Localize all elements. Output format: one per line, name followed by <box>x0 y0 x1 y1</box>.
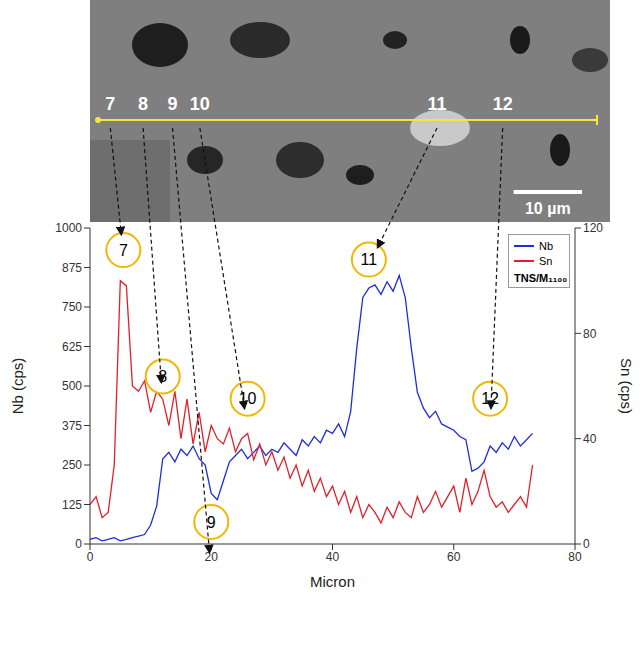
html-text:TNS/M₁₁₀₀: TNS/M₁₁₀₀ <box>514 272 568 284</box>
svg-text:125: 125 <box>62 498 82 512</box>
svg-text:7: 7 <box>119 242 128 259</box>
svg-text:12: 12 <box>481 390 499 407</box>
svg-text:10: 10 <box>239 390 257 407</box>
svg-text:1000: 1000 <box>55 222 82 235</box>
svg-text:250: 250 <box>62 458 82 472</box>
svg-text:0: 0 <box>87 550 94 564</box>
svg-text:120: 120 <box>583 222 603 235</box>
svg-text:0: 0 <box>75 537 82 551</box>
svg-text:11: 11 <box>428 94 447 114</box>
html-text:Sn: Sn <box>539 254 553 267</box>
svg-text:10 µm: 10 µm <box>525 200 571 217</box>
svg-text:750: 750 <box>62 300 82 314</box>
svg-text:Nb (cps): Nb (cps) <box>9 358 26 415</box>
svg-text:Micron: Micron <box>310 573 355 590</box>
svg-text:20: 20 <box>205 550 219 564</box>
svg-text:625: 625 <box>62 340 82 354</box>
html-text:Nb: Nb <box>539 239 554 252</box>
svg-text:12: 12 <box>493 94 513 114</box>
svg-text:11: 11 <box>361 251 378 268</box>
svg-text:8: 8 <box>158 368 167 385</box>
svg-text:10: 10 <box>190 94 210 114</box>
svg-text:8: 8 <box>138 94 148 114</box>
svg-text:9: 9 <box>207 514 216 531</box>
svg-text:375: 375 <box>62 419 82 433</box>
svg-text:Sn (cps): Sn (cps) <box>618 358 635 414</box>
svg-text:0: 0 <box>583 537 590 551</box>
svg-text:40: 40 <box>326 550 340 564</box>
svg-text:875: 875 <box>62 261 82 275</box>
svg-text:7: 7 <box>105 94 115 114</box>
svg-text:40: 40 <box>583 432 597 446</box>
svg-text:9: 9 <box>168 94 178 114</box>
svg-text:80: 80 <box>568 550 582 564</box>
svg-text:60: 60 <box>447 550 461 564</box>
svg-text:80: 80 <box>583 327 597 341</box>
svg-text:500: 500 <box>62 379 82 393</box>
